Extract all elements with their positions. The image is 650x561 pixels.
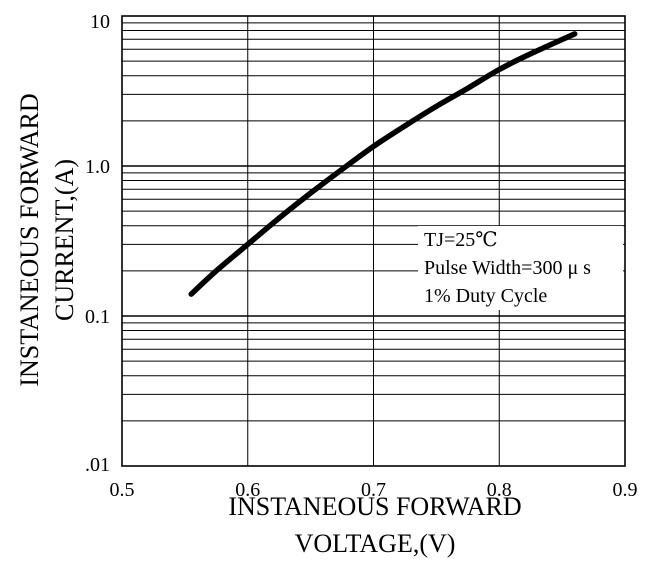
x-tick-label: 0.8 bbox=[487, 479, 512, 501]
annotation-duty-cycle: 1% Duty Cycle bbox=[424, 285, 547, 307]
y-tick-label: 0.1 bbox=[85, 306, 110, 328]
y-tick-labels: .01 0.1 1.0 10 bbox=[85, 11, 110, 476]
annotation-junction-temperature: TJ=25℃ bbox=[424, 229, 498, 251]
plot-frame bbox=[121, 15, 626, 467]
chart-grid bbox=[122, 16, 625, 466]
y-axis-title-line-1: INSTANEOUS FORWARD bbox=[15, 93, 44, 386]
y-tick-label: 1.0 bbox=[85, 156, 110, 178]
x-tick-label: 0.5 bbox=[110, 479, 135, 501]
plot-border bbox=[121, 15, 626, 467]
y-tick-label: 10 bbox=[90, 11, 110, 33]
x-axis-title-line-2: VOLTAGE,(V) bbox=[295, 529, 456, 558]
y-tick-label: .01 bbox=[85, 454, 110, 476]
series-group bbox=[188, 31, 578, 297]
annotation-pulse-width: Pulse Width=300 μ s bbox=[424, 257, 591, 279]
annotation-backdrop bbox=[418, 226, 623, 310]
series-0-line bbox=[188, 31, 578, 297]
x-tick-label: 0.7 bbox=[361, 479, 386, 501]
x-tick-labels: 0.5 0.6 0.7 0.8 0.9 bbox=[110, 479, 638, 501]
x-tick-label: 0.6 bbox=[235, 479, 260, 501]
y-axis-title-line-2: CURRENT,(A) bbox=[50, 159, 79, 321]
x-tick-label: 0.9 bbox=[613, 479, 638, 501]
x-axis-title-line-1: INSTANEOUS FORWARD bbox=[228, 492, 521, 521]
